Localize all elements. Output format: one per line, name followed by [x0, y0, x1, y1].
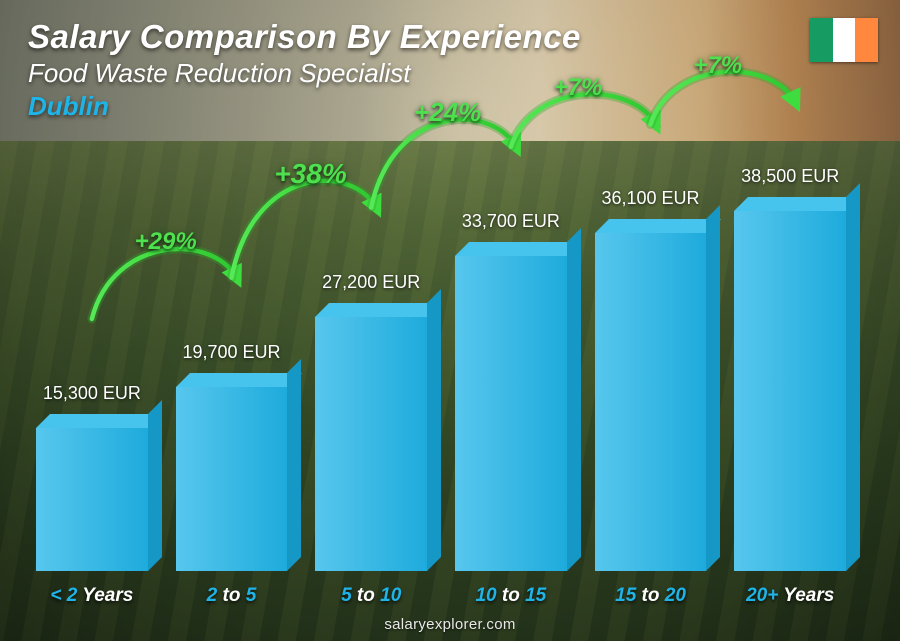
growth-label: +7%	[554, 74, 603, 102]
xaxis-label: 20+ Years	[728, 585, 852, 607]
growth-label: +38%	[274, 158, 346, 190]
xaxis-label: 2 to 5	[170, 585, 294, 607]
xaxis-label: 15 to 20	[589, 585, 713, 607]
flag-stripe-3	[855, 18, 878, 62]
bar-chart: 15,300 EUR19,700 EUR27,200 EUR33,700 EUR…	[30, 150, 852, 571]
xaxis-label: < 2 Years	[30, 585, 154, 607]
growth-label: +24%	[414, 97, 481, 128]
footer-credit: salaryexplorer.com	[0, 616, 900, 633]
infographic-stage: Salary Comparison By Experience Food Was…	[0, 0, 900, 641]
growth-label: +29%	[135, 228, 197, 256]
xaxis-label: 10 to 15	[449, 585, 573, 607]
xaxis-label: 5 to 10	[309, 585, 433, 607]
growth-label: +7%	[693, 52, 742, 80]
xaxis: < 2 Years 2 to 5 5 to 10 10 to 15 15 to 20 20…	[30, 585, 852, 607]
